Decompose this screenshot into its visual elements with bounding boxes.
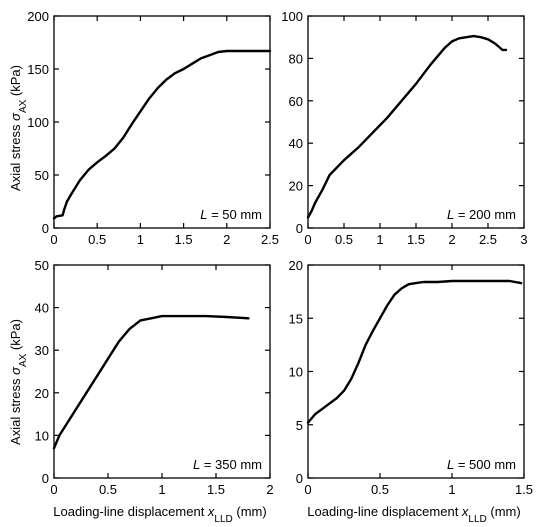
x-axis-title-left: Loading-line displacement xLLD (mm) (53, 504, 266, 525)
plot-frame (307, 264, 525, 479)
panel-label: L = 50 mm (200, 207, 262, 222)
x-tick-label: 2 (266, 482, 273, 497)
y-tick-label: 150 (27, 62, 49, 77)
x-tick-label: 2.5 (479, 232, 497, 247)
data-series-line (306, 279, 523, 424)
data-series-line (52, 49, 272, 220)
x-tick-label: 0 (50, 232, 57, 247)
y-tick-label: 50 (35, 258, 49, 273)
x-tick-label: 0.5 (335, 232, 353, 247)
x-tick-label: 0 (50, 482, 57, 497)
y-tick-label: 60 (289, 94, 303, 109)
panel-label: L = 500 mm (447, 457, 516, 472)
panel-label-value: = 50 mm (207, 207, 262, 222)
panel-label: L = 200 mm (447, 207, 516, 222)
x-tick-label: 0.5 (99, 482, 117, 497)
y-tick-label: 0 (296, 221, 303, 236)
x-tick-label: 0.5 (88, 232, 106, 247)
y-tick-label: 80 (289, 51, 303, 66)
plot-frame (53, 15, 271, 229)
y-tick-label: 0 (42, 221, 49, 236)
y-tick-label: 100 (27, 115, 49, 130)
x-tick-label: 2 (223, 232, 230, 247)
x-tick-label: 0 (304, 482, 311, 497)
y-tick-label: 5 (296, 418, 303, 433)
x-tick-label: 1.5 (407, 232, 425, 247)
y-tick-label: 40 (35, 301, 49, 316)
panel-label-value: = 350 mm (200, 457, 262, 472)
y-tick-label: 50 (35, 168, 49, 183)
x-tick-label: 1 (376, 232, 383, 247)
y-tick-label: 30 (35, 343, 49, 358)
panel-label-symbol: L (200, 207, 207, 222)
x-tick-label: 1.5 (515, 482, 533, 497)
y-tick-label: 0 (42, 471, 49, 486)
x-tick-label: 3 (520, 232, 527, 247)
chart-panel-1: 0 0.5 1 1.5 2 2.5 0 50 100 150 200 L = 50 mm (27, 9, 279, 247)
y-tick-label: 20 (35, 386, 49, 401)
x-tick-label: 1 (158, 482, 165, 497)
y-axis-title-bottom: Axial stress σAX (kPa) (8, 319, 29, 445)
x-tick-label: 2 (448, 232, 455, 247)
panel-label-symbol: L (447, 457, 454, 472)
y-tick-label: 10 (35, 428, 49, 443)
panel-label-symbol: L (447, 207, 454, 222)
x-tick-label: 1.5 (175, 232, 193, 247)
y-axis-title-top: Axial stress σAX (kPa) (8, 65, 29, 191)
y-tick-label: 0 (296, 471, 303, 486)
data-series-line (306, 34, 508, 219)
chart-panel-2: 0 0.5 1 1.5 2 2.5 3 0 20 40 60 80 100 L = 200 mm (281, 9, 527, 247)
y-tick-label: 20 (289, 179, 303, 194)
panel-label-value: = 200 mm (454, 207, 516, 222)
x-tick-label: 0.5 (371, 482, 389, 497)
plot-frame (307, 15, 525, 229)
x-tick-label: 2.5 (261, 232, 279, 247)
y-tick-label: 15 (289, 311, 303, 326)
y-tick-label: 40 (289, 136, 303, 151)
plot-frame (53, 264, 271, 479)
data-series-line (52, 314, 250, 450)
y-tick-label: 200 (27, 9, 49, 24)
chart-panel-4: 0 0.5 1 1.5 0 5 10 15 20 L = 500 mm (289, 258, 534, 497)
y-tick-label: 100 (281, 9, 303, 24)
x-tick-label: 1.5 (207, 482, 225, 497)
x-tick-label: 1 (448, 482, 455, 497)
panel-label-symbol: L (193, 457, 200, 472)
x-tick-label: 0 (304, 232, 311, 247)
y-tick-label: 20 (289, 258, 303, 273)
x-tick-label: 1 (137, 232, 144, 247)
panel-label-value: = 500 mm (454, 457, 516, 472)
x-axis-title-right: Loading-line displacement xLLD (mm) (307, 504, 520, 525)
panel-label: L = 350 mm (193, 457, 262, 472)
y-tick-label: 10 (289, 365, 303, 380)
